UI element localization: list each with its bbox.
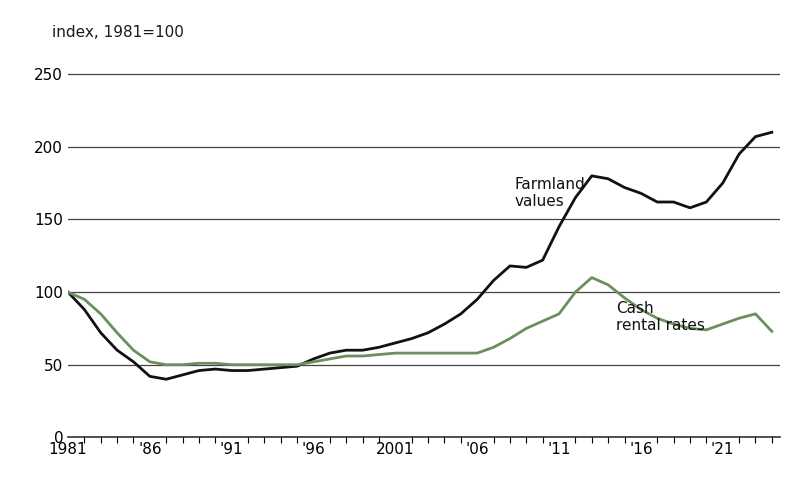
Text: Farmland
values: Farmland values bbox=[515, 177, 586, 210]
Text: index, 1981=100: index, 1981=100 bbox=[52, 25, 184, 40]
Text: Cash
rental rates: Cash rental rates bbox=[616, 301, 705, 333]
